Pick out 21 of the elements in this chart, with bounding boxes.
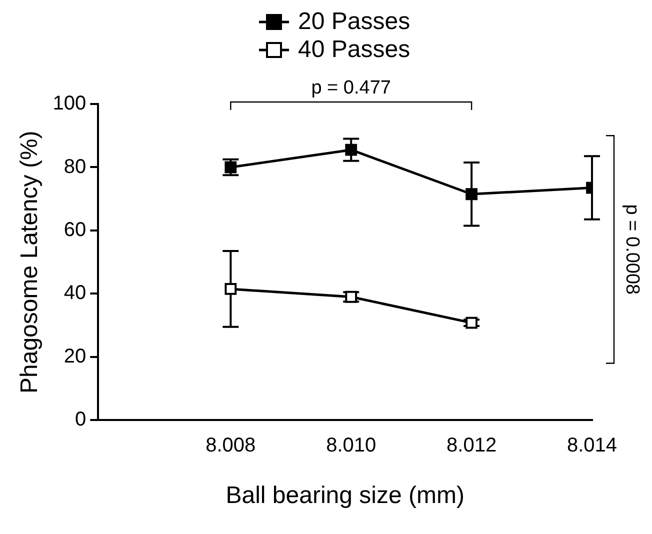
x-axis-title: Ball bearing size (mm) xyxy=(226,482,464,510)
text: p = 0.477 xyxy=(311,78,391,99)
legend-label: 40 Passes xyxy=(298,36,410,64)
x-tick-label: 8.010 xyxy=(326,434,376,457)
y-tick-label: 0 xyxy=(75,408,86,431)
y-tick-label: 80 xyxy=(64,156,86,178)
point xyxy=(466,188,478,200)
point xyxy=(345,290,358,303)
point xyxy=(345,144,358,156)
legend-label: 20 Passes xyxy=(298,8,410,36)
x-tick-label: 8.012 xyxy=(446,434,497,457)
x-tick-label: 8.014 xyxy=(566,434,618,457)
point xyxy=(224,283,237,295)
point xyxy=(466,316,478,329)
y-axis-title: Phagosome Latency (%) xyxy=(16,130,44,394)
y-tick-label: 60 xyxy=(64,218,86,241)
text: p = 0.0008 xyxy=(621,204,642,295)
y-tick-label: 20 xyxy=(64,345,86,368)
x-tick-label: 8.008 xyxy=(206,434,256,457)
y-tick-label: 100 xyxy=(52,92,86,115)
y-tick-label: 40 xyxy=(64,282,86,304)
